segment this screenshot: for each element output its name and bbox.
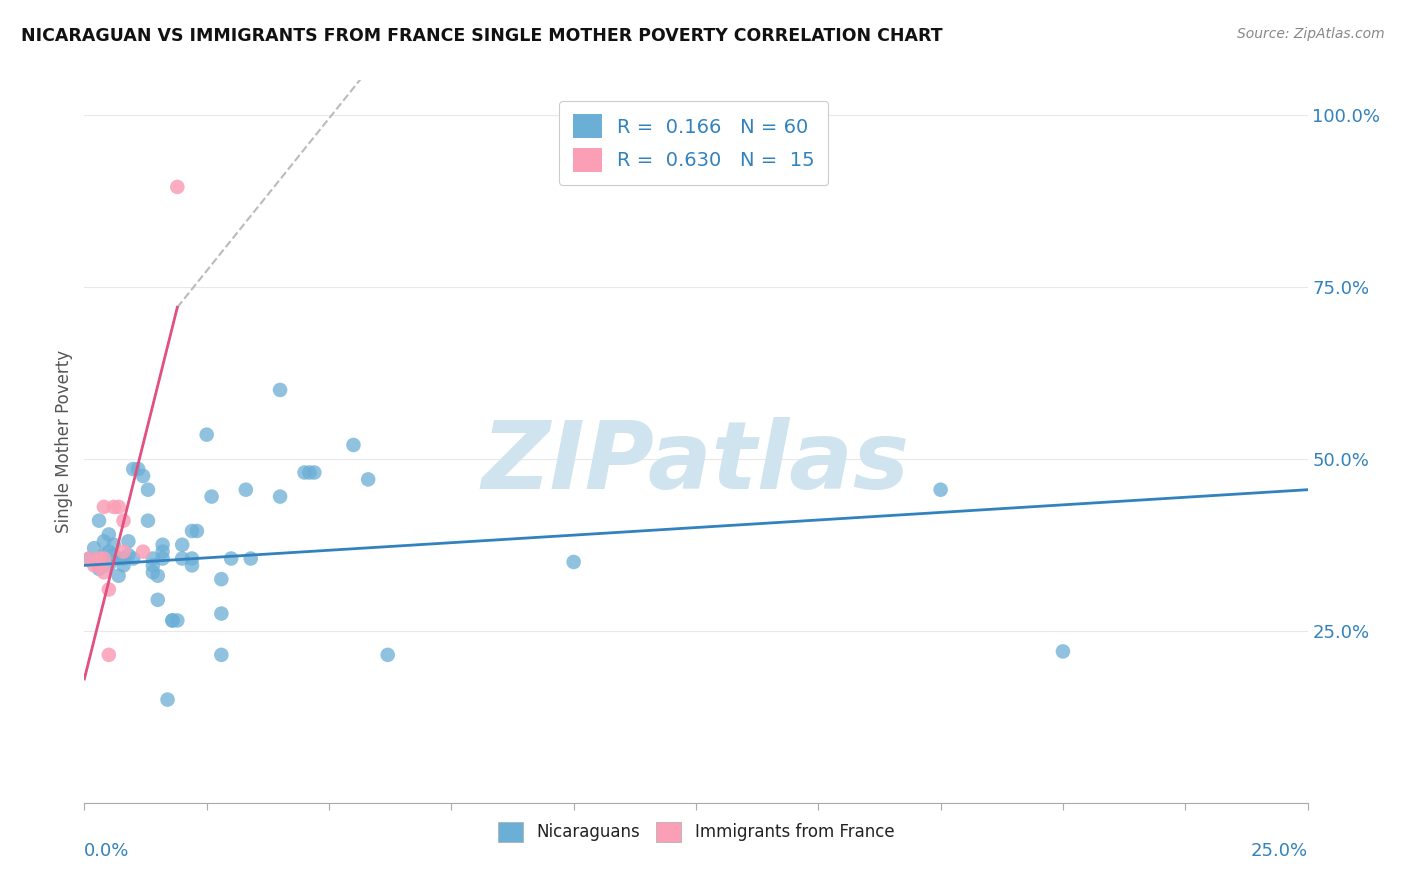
Point xyxy=(142,558,165,573)
Point xyxy=(929,483,952,497)
Point xyxy=(112,558,135,573)
Point xyxy=(209,607,232,621)
Point xyxy=(107,500,129,514)
Point xyxy=(83,558,105,573)
Point xyxy=(357,472,380,486)
Point xyxy=(97,558,120,573)
Point xyxy=(181,551,204,566)
Legend: Nicaraguans, Immigrants from France: Nicaraguans, Immigrants from France xyxy=(491,815,901,848)
Point xyxy=(294,466,316,480)
Y-axis label: Single Mother Poverty: Single Mother Poverty xyxy=(55,350,73,533)
Point xyxy=(562,555,585,569)
Point xyxy=(132,544,155,558)
Point xyxy=(166,614,188,628)
Point xyxy=(152,551,174,566)
Point xyxy=(93,534,115,549)
Point xyxy=(112,544,135,558)
Point xyxy=(112,514,135,528)
Point xyxy=(239,551,262,566)
Point xyxy=(298,466,321,480)
Point xyxy=(97,544,120,558)
Point xyxy=(152,544,174,558)
Text: 0.0%: 0.0% xyxy=(84,842,129,860)
Point xyxy=(304,466,326,480)
Point xyxy=(83,541,105,556)
Point xyxy=(103,548,125,562)
Point xyxy=(142,566,165,580)
Point xyxy=(142,551,165,566)
Point xyxy=(77,551,100,566)
Point xyxy=(117,548,139,562)
Point xyxy=(93,500,115,514)
Point xyxy=(200,490,222,504)
Point xyxy=(269,383,291,397)
Point xyxy=(1052,644,1074,658)
Point xyxy=(87,562,110,576)
Point xyxy=(342,438,364,452)
Point xyxy=(195,427,218,442)
Point xyxy=(103,500,125,514)
Point xyxy=(172,538,194,552)
Text: ZIPatlas: ZIPatlas xyxy=(482,417,910,509)
Point xyxy=(269,490,291,504)
Point xyxy=(166,180,188,194)
Point xyxy=(181,558,204,573)
Text: NICARAGUAN VS IMMIGRANTS FROM FRANCE SINGLE MOTHER POVERTY CORRELATION CHART: NICARAGUAN VS IMMIGRANTS FROM FRANCE SIN… xyxy=(21,27,942,45)
Point xyxy=(97,648,120,662)
Point xyxy=(152,538,174,552)
Point xyxy=(146,592,169,607)
Point xyxy=(107,568,129,582)
Point xyxy=(93,566,115,580)
Point xyxy=(209,572,232,586)
Point xyxy=(156,692,179,706)
Point xyxy=(97,582,120,597)
Point xyxy=(209,648,232,662)
Point xyxy=(186,524,208,538)
Text: 25.0%: 25.0% xyxy=(1250,842,1308,860)
Point xyxy=(136,483,159,497)
Point xyxy=(181,524,204,538)
Point xyxy=(87,551,110,566)
Point xyxy=(162,614,184,628)
Point xyxy=(132,469,155,483)
Point xyxy=(117,534,139,549)
Point xyxy=(127,462,149,476)
Point xyxy=(103,538,125,552)
Point xyxy=(162,614,184,628)
Point xyxy=(87,514,110,528)
Point xyxy=(87,558,110,573)
Point xyxy=(377,648,399,662)
Point xyxy=(235,483,257,497)
Point xyxy=(107,551,129,566)
Point xyxy=(77,551,100,566)
Point xyxy=(172,551,194,566)
Point xyxy=(93,548,115,562)
Point xyxy=(122,462,145,476)
Point xyxy=(146,568,169,582)
Point xyxy=(136,514,159,528)
Point xyxy=(93,551,115,566)
Point xyxy=(219,551,242,566)
Point xyxy=(122,551,145,566)
Text: Source: ZipAtlas.com: Source: ZipAtlas.com xyxy=(1237,27,1385,41)
Point xyxy=(97,527,120,541)
Point xyxy=(112,551,135,566)
